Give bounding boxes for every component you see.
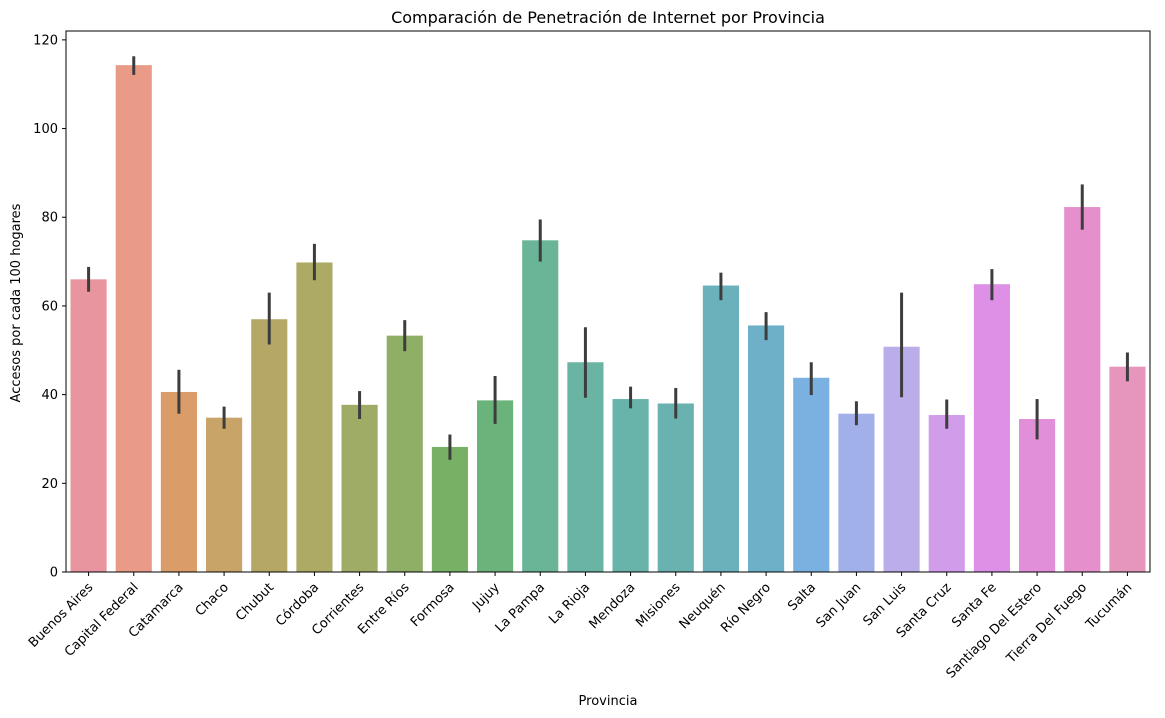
y-tick-label: 80	[41, 211, 58, 226]
x-tick-label: La Rioja	[546, 580, 593, 627]
x-tick-label: Chubut	[233, 580, 277, 624]
chart-title: Comparación de Penetración de Internet p…	[391, 8, 825, 27]
y-tick-label: 20	[41, 477, 58, 492]
bar	[612, 399, 649, 572]
x-tick-label: Tierra Del Fuego	[1003, 580, 1090, 667]
bar	[657, 403, 694, 572]
x-tick-label: Chaco	[193, 580, 232, 619]
x-tick-label: Jujuy	[469, 580, 503, 614]
x-tick-label: Mendoza	[586, 580, 638, 632]
bar	[160, 391, 197, 572]
y-tick-label: 0	[50, 566, 58, 581]
bar	[341, 404, 378, 572]
bar	[838, 413, 875, 572]
bar	[702, 285, 739, 572]
x-tick-label: San Juan	[813, 580, 864, 631]
bar	[748, 325, 785, 572]
x-tick-label: Misiones	[633, 580, 683, 630]
bar	[1064, 207, 1101, 572]
x-tick-label: Río Negro	[718, 580, 774, 636]
bar	[386, 335, 423, 572]
bar	[973, 284, 1010, 572]
y-axis-label: Accesos por cada 100 hogares	[9, 203, 24, 402]
bar	[115, 65, 152, 572]
bar	[431, 446, 468, 572]
bar	[70, 279, 107, 572]
x-tick-label: Tucumán	[1083, 580, 1136, 633]
bar	[206, 417, 243, 572]
x-tick-label: Salta	[785, 580, 819, 614]
bar	[477, 400, 514, 572]
bar	[251, 319, 288, 572]
x-tick-label: La Pampa	[493, 580, 548, 635]
bar	[793, 377, 830, 572]
y-tick-label: 40	[41, 388, 58, 403]
y-tick-label: 60	[41, 299, 58, 314]
x-tick-label: Formosa	[408, 580, 458, 630]
x-axis-label: Provincia	[579, 694, 638, 709]
y-tick-label: 120	[33, 33, 58, 48]
bar	[928, 415, 965, 572]
bar	[296, 262, 333, 572]
bar	[1019, 419, 1056, 572]
y-tick-label: 100	[33, 122, 58, 137]
axes-frame	[65, 30, 1151, 573]
bar	[1109, 366, 1146, 572]
bar	[522, 240, 559, 572]
